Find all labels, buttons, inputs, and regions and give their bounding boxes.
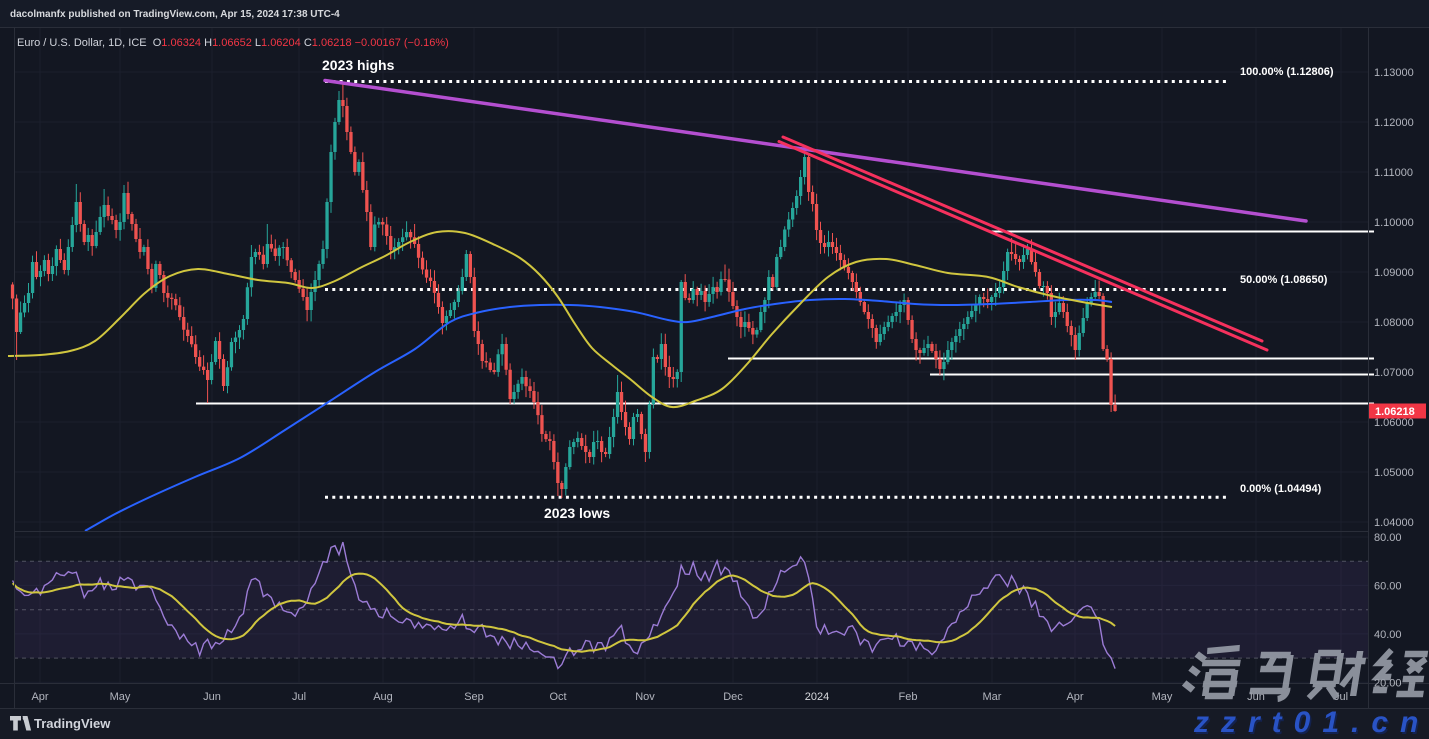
svg-text:1.07000: 1.07000: [1374, 367, 1414, 379]
svg-text:Oct: Oct: [549, 691, 566, 703]
svg-text:80.00: 80.00: [1374, 532, 1402, 544]
svg-text:dacolmanfx published on Tradin: dacolmanfx published on TradingView.com,…: [10, 9, 340, 20]
svg-text:0.00% (1.04494): 0.00% (1.04494): [1240, 483, 1322, 495]
svg-text:May: May: [110, 691, 131, 703]
svg-text:Apr: Apr: [31, 691, 48, 703]
svg-text:20.00: 20.00: [1374, 677, 1402, 689]
svg-text:Nov: Nov: [635, 691, 655, 703]
svg-text:1.12000: 1.12000: [1374, 117, 1414, 129]
svg-text:zzrt01.cn: zzrt01.cn: [1193, 706, 1429, 739]
svg-text:1.04000: 1.04000: [1374, 517, 1414, 529]
svg-text:Feb: Feb: [899, 691, 918, 703]
svg-text:40.00: 40.00: [1374, 629, 1402, 641]
svg-text:50.00% (1.08650): 50.00% (1.08650): [1240, 274, 1328, 286]
svg-text:Dec: Dec: [723, 691, 743, 703]
svg-text:1.11000: 1.11000: [1374, 167, 1413, 179]
svg-text:1.06000: 1.06000: [1374, 417, 1414, 429]
svg-text:zzrt01.cn: zzrt01.cn: [1195, 708, 1429, 739]
svg-text:Jun: Jun: [203, 691, 221, 703]
svg-text:Euro / U.S. Dollar, 1D, ICE O: Euro / U.S. Dollar, 1D, ICE O1.06324 H1.…: [17, 37, 449, 49]
svg-text:Jul: Jul: [292, 691, 306, 703]
svg-text:Mar: Mar: [983, 691, 1002, 703]
svg-text:Sep: Sep: [464, 691, 484, 703]
svg-text:60.00: 60.00: [1374, 580, 1402, 592]
svg-text:1.08000: 1.08000: [1374, 317, 1414, 329]
svg-text:1.09000: 1.09000: [1374, 267, 1414, 279]
svg-text:1.05000: 1.05000: [1374, 467, 1414, 479]
svg-text:Apr: Apr: [1066, 691, 1083, 703]
svg-text:1.06218: 1.06218: [1375, 406, 1415, 418]
svg-text:2023 highs: 2023 highs: [322, 57, 395, 73]
svg-text:Aug: Aug: [373, 691, 393, 703]
svg-text:2024: 2024: [805, 691, 829, 703]
svg-text:May: May: [1152, 691, 1173, 703]
svg-text:1.13000: 1.13000: [1374, 67, 1414, 79]
svg-text:2023 lows: 2023 lows: [544, 505, 610, 521]
svg-text:TradingView: TradingView: [34, 716, 111, 731]
svg-text:100.00% (1.12806): 100.00% (1.12806): [1240, 66, 1334, 78]
svg-text:1.10000: 1.10000: [1374, 217, 1414, 229]
